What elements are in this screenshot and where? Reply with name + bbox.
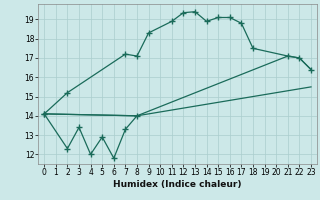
X-axis label: Humidex (Indice chaleur): Humidex (Indice chaleur) — [113, 180, 242, 189]
